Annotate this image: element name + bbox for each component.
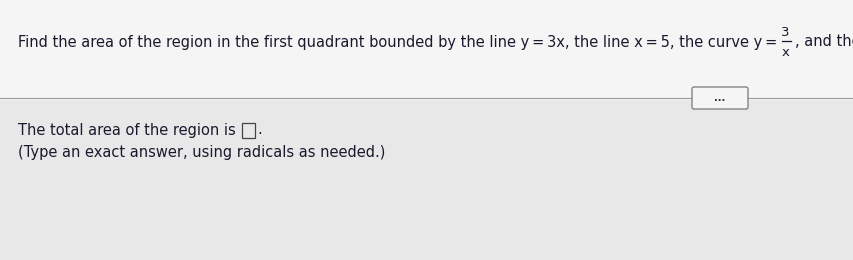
Bar — [0, 0, 853, 100]
Text: ...: ... — [714, 93, 725, 103]
Text: 3: 3 — [780, 25, 788, 38]
Text: x: x — [780, 46, 788, 58]
Text: .: . — [257, 122, 262, 138]
Text: The total area of the region is: The total area of the region is — [18, 122, 240, 138]
FancyBboxPatch shape — [691, 87, 747, 109]
Text: (Type an exact answer, using radicals as needed.): (Type an exact answer, using radicals as… — [18, 145, 385, 159]
Bar — [242, 122, 255, 138]
Text: , and the x-axis.: , and the x-axis. — [794, 35, 853, 49]
Text: Find the area of the region in the first quadrant bounded by the line y = 3x, th: Find the area of the region in the first… — [18, 35, 779, 49]
